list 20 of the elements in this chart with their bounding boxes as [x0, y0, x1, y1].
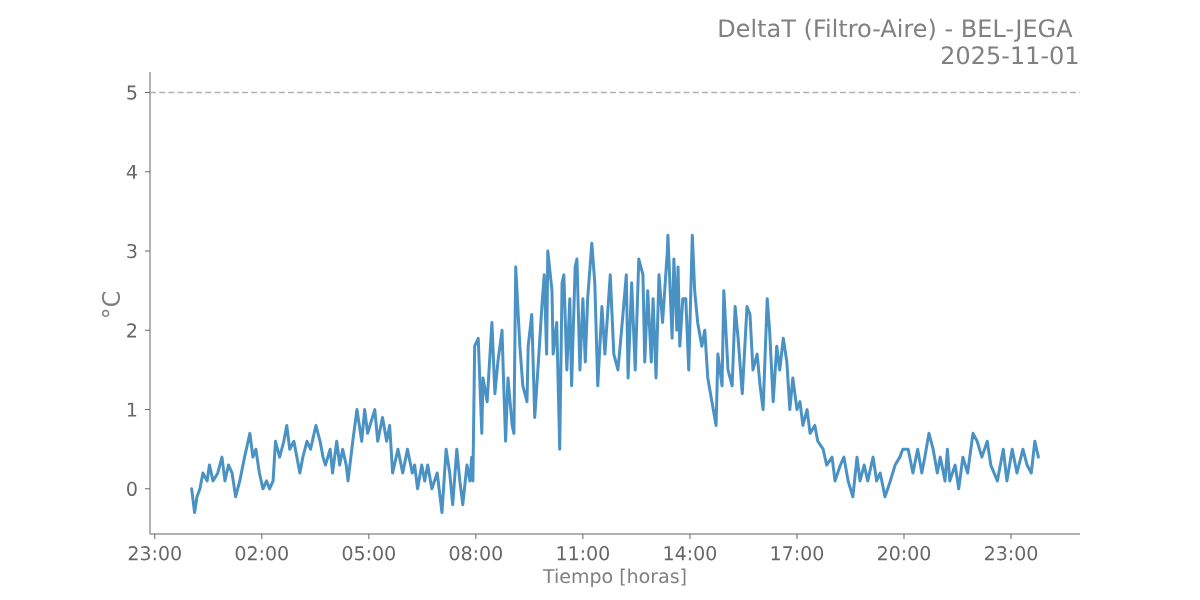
y-tick-label: 2: [127, 323, 137, 338]
line-series: [190, 233, 1040, 515]
y-tick-label: 4: [126, 164, 137, 179]
x-tick-label: 14:00: [664, 546, 717, 561]
x-tick-label: 20:00: [878, 546, 931, 561]
y-axis-title: °C: [101, 291, 121, 318]
y-tick-label: 0: [127, 481, 137, 497]
chart-title: DeltaT (Filtro-Aire) - BEL-JEGA: [719, 18, 1073, 42]
x-tick-label: 02:00: [235, 546, 288, 561]
x-tick-label: 23:00: [985, 546, 1038, 561]
x-tick-label: 17:00: [771, 546, 824, 561]
chart-subtitle: 2025-11-01: [941, 46, 1078, 65]
y-tick-label: 5: [127, 85, 137, 100]
y-tick-label: 1: [127, 402, 137, 417]
x-tick-label: 11:00: [557, 546, 609, 561]
x-axis-title: Tiempo [horas]: [542, 568, 686, 587]
y-tick-label: 3: [127, 243, 137, 259]
x-tick-label: 23:00: [128, 546, 181, 561]
x-tick-label: 05:00: [342, 546, 395, 561]
x-tick-label: 08:00: [449, 546, 502, 561]
